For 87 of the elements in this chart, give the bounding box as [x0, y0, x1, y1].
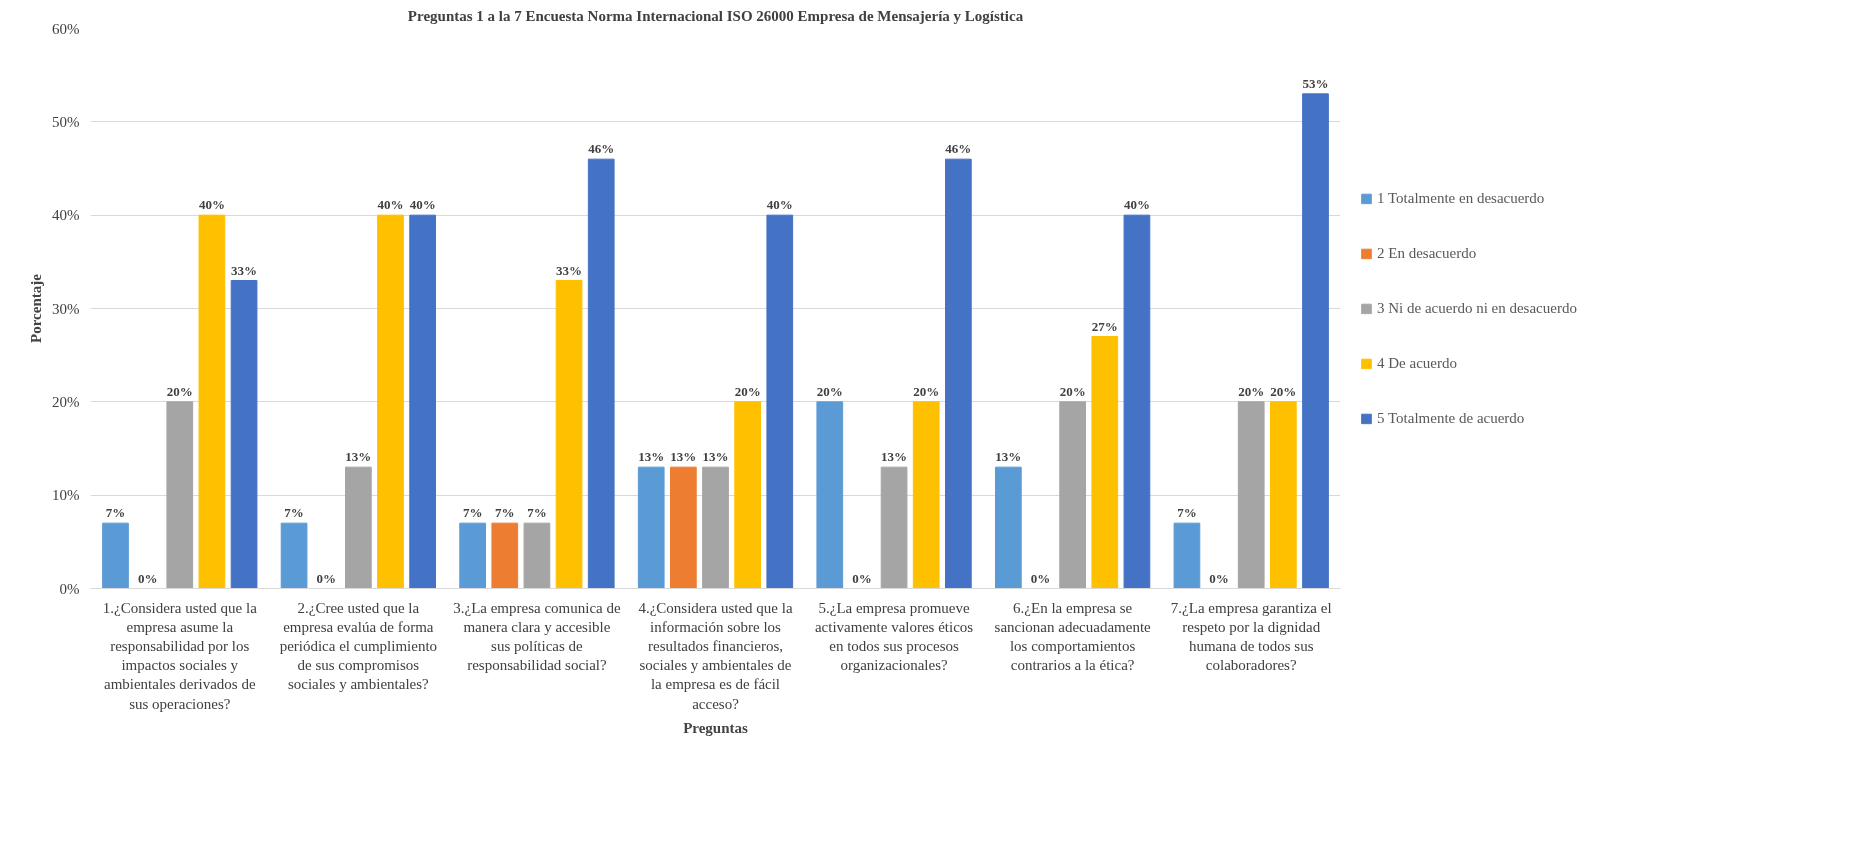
x-tick-label: 7.¿La empresa garantiza el respeto por la dignidad humana de todos sus colaboradores? [1170, 599, 1332, 674]
bar [945, 158, 972, 589]
bar [198, 214, 226, 589]
y-tick-label: 60% [52, 20, 80, 37]
data-label: 20% [913, 383, 940, 399]
bar [637, 466, 665, 589]
data-label: 20% [1238, 383, 1265, 399]
bar [816, 401, 844, 589]
bar [587, 158, 615, 589]
data-label: 53% [1302, 75, 1329, 91]
bar [766, 214, 794, 589]
data-label: 40% [409, 197, 436, 213]
y-tick-label: 50% [52, 113, 80, 130]
data-label: 7% [105, 505, 126, 521]
bar [409, 214, 436, 589]
bar [166, 401, 194, 589]
data-label: 13% [670, 449, 697, 465]
bar [702, 466, 729, 589]
bar [345, 466, 372, 589]
chart-title: Preguntas 1 a la 7 Encuesta Norma Internacional ISO 26000 Empresa de Mensajería y Logística [407, 7, 1024, 24]
data-label: 20% [166, 383, 193, 399]
data-label: 7% [495, 505, 515, 521]
y-tick-label: 0% [59, 580, 80, 597]
data-label: 0% [316, 570, 336, 586]
y-tick-label: 10% [52, 487, 80, 504]
data-label: 0% [852, 570, 872, 586]
x-tick-label: 3.¿La empresa comunica de manera clara y accesible sus políticas de responsabilidad social? [453, 599, 621, 674]
bar [491, 522, 519, 589]
bar [459, 522, 486, 589]
legend-label: 5 Totalmente de acuerdo [1377, 409, 1525, 427]
data-label: 40% [198, 197, 225, 213]
data-label: 46% [945, 141, 972, 157]
data-label: 7% [462, 505, 483, 521]
bar [230, 280, 258, 589]
data-label: 13% [638, 449, 665, 465]
bar [523, 522, 551, 589]
y-axis-title: Porcentaje [28, 273, 44, 343]
data-label: 20% [1270, 383, 1297, 399]
bar [995, 466, 1022, 589]
data-label: 0% [137, 570, 158, 586]
bar [1270, 401, 1297, 589]
legend-label: 2 En desacuerdo [1377, 244, 1477, 262]
bar [102, 522, 129, 589]
data-label: 27% [1091, 318, 1118, 334]
data-label: 13% [702, 449, 729, 465]
legend-label: 1 Totalmente en desacuerdo [1377, 189, 1545, 207]
bar [1173, 522, 1201, 589]
x-tick-label: 6.¿En la empresa se sancionan adecuadamente los comportamientos contrarios a la ética? [994, 599, 1152, 674]
y-tick-label: 20% [52, 393, 80, 410]
bar [280, 522, 308, 589]
y-tick-label: 40% [52, 207, 80, 224]
data-label: 7% [284, 505, 304, 521]
bar [670, 466, 697, 589]
bar [1237, 401, 1265, 589]
data-label: 13% [881, 449, 908, 465]
data-label: 0% [1030, 570, 1051, 586]
data-label: 40% [1123, 197, 1150, 213]
data-label: 7% [1177, 505, 1197, 521]
data-label: 20% [816, 383, 843, 399]
data-label: 20% [734, 383, 761, 399]
data-label: 7% [527, 505, 547, 521]
x-tick-label: 5.¿La empresa promueve activamente valores éticos en todos sus procesos organizacionales? [814, 599, 974, 674]
legend-label: 4 De acuerdo [1377, 354, 1457, 372]
legend-label: 3 Ni de acuerdo ni en desacuerdo [1377, 299, 1577, 317]
data-label: 13% [995, 449, 1022, 465]
bar [377, 214, 404, 589]
x-tick-label: 4.¿Considera usted que la información sobre los resultados financieros, sociales y ambientales de la empresa es de fácil acceso? [638, 599, 793, 712]
data-label: 0% [1209, 570, 1229, 586]
bar [880, 466, 908, 589]
data-label: 46% [588, 141, 615, 157]
data-label: 33% [231, 262, 258, 278]
bar [1302, 93, 1329, 589]
data-label: 13% [345, 449, 372, 465]
data-label: 20% [1059, 383, 1086, 399]
y-tick-label: 30% [52, 300, 80, 317]
bar [1123, 214, 1151, 589]
bar [1091, 336, 1119, 589]
data-label: 40% [377, 197, 404, 213]
x-tick-label: 2.¿Cree usted que la empresa evalúa de forma periódica el cumplimiento de sus compromisos sociales y ambientales? [279, 599, 438, 693]
bar [912, 401, 940, 589]
x-tick-label: 1.¿Considera usted que la empresa asume la responsabilidad por los impactos sociales y ambientales derivados de sus operaciones? [102, 599, 258, 712]
data-label: 40% [766, 197, 793, 213]
bar [1059, 401, 1086, 589]
bar [734, 401, 761, 589]
x-axis-title: Preguntas [683, 719, 749, 736]
data-label: 33% [556, 262, 583, 278]
bar [555, 280, 583, 589]
